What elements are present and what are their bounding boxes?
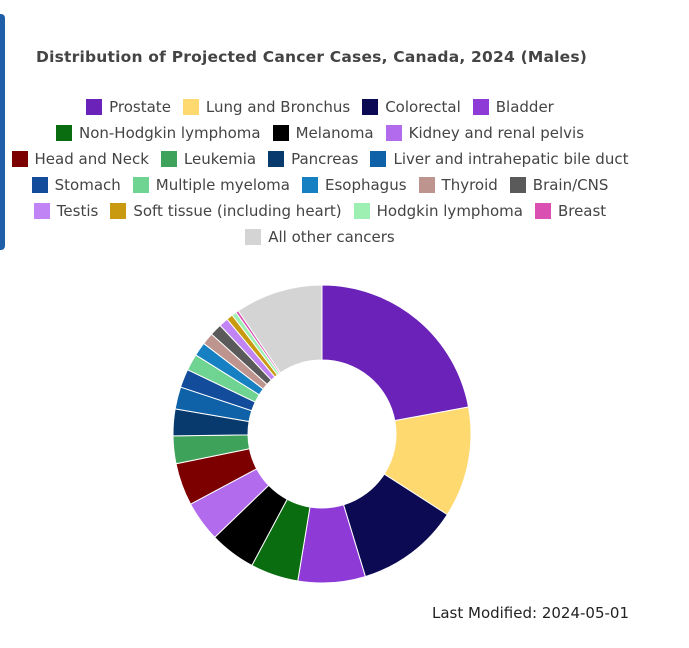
legend-item[interactable]: Leukemia <box>160 150 257 168</box>
legend-row: Testis Soft tissue (including heart) Hodgk… <box>0 198 640 224</box>
legend-item[interactable]: Breast <box>534 202 607 220</box>
legend-item[interactable]: Testis <box>33 202 99 220</box>
legend-label: Multiple myeloma <box>155 176 290 194</box>
legend-item[interactable]: Liver and intrahepatic bile duct <box>370 150 628 168</box>
legend-item[interactable]: Melanoma <box>272 124 374 142</box>
legend-item[interactable]: Head and Neck <box>11 150 149 168</box>
left-accent-bar <box>0 14 5 250</box>
legend-label: Head and Neck <box>34 150 149 168</box>
legend-label: All other cancers <box>268 228 395 246</box>
legend-label: Testis <box>56 202 99 220</box>
legend-item[interactable]: Multiple myeloma <box>132 176 290 194</box>
legend-row: Head and Neck Leukemia Pancreas Liver and i… <box>0 146 640 172</box>
legend-label: Liver and intrahepatic bile duct <box>393 150 629 168</box>
legend-label: Breast <box>557 202 607 220</box>
legend-item[interactable]: Thyroid <box>418 176 498 194</box>
donut-slice[interactable] <box>321 284 470 422</box>
legend-row: Non-Hodgkin lymphoma Melanoma Kidney and r… <box>0 120 640 146</box>
legend-item[interactable]: Colorectal <box>362 98 461 116</box>
legend-label: Soft tissue (including heart) <box>133 202 342 220</box>
legend-item[interactable]: Soft tissue (including heart) <box>110 202 342 220</box>
legend-label: Non-Hodgkin lymphoma <box>78 124 261 142</box>
legend-label: Pancreas <box>291 150 359 168</box>
legend-label: Hodgkin lymphoma <box>376 202 523 220</box>
legend-item[interactable]: Lung and Bronchus <box>182 98 351 116</box>
legend-swatch <box>31 177 48 193</box>
legend-swatch <box>362 99 379 115</box>
legend-swatch <box>385 125 402 141</box>
legend-label: Kidney and renal pelvis <box>408 124 585 142</box>
legend-swatch <box>110 203 127 219</box>
legend-label: Melanoma <box>295 124 374 142</box>
last-modified-text: Last Modified: 2024-05-01 <box>431 604 629 622</box>
donut-chart <box>172 284 472 584</box>
legend-swatch <box>160 151 177 167</box>
legend-swatch <box>534 203 551 219</box>
legend-swatch <box>301 177 318 193</box>
legend-swatch <box>472 99 489 115</box>
legend-swatch <box>272 125 289 141</box>
chart-legend: Prostate Lung and Bronchus Colorectal Bladd… <box>0 94 640 250</box>
donut-slice[interactable] <box>237 284 323 374</box>
legend-label: Thyroid <box>441 176 498 194</box>
legend-item[interactable]: Kidney and renal pelvis <box>385 124 585 142</box>
legend-item[interactable]: All other cancers <box>245 228 395 246</box>
legend-swatch <box>268 151 285 167</box>
legend-item[interactable]: Stomach <box>31 176 121 194</box>
legend-swatch <box>418 177 435 193</box>
legend-swatch <box>353 203 370 219</box>
legend-label: Stomach <box>54 176 121 194</box>
legend-swatch <box>33 203 50 219</box>
legend-row: Prostate Lung and Bronchus Colorectal Bladd… <box>0 94 640 120</box>
legend-swatch <box>245 229 262 245</box>
legend-item[interactable]: Brain/CNS <box>509 176 609 194</box>
legend-item[interactable]: Bladder <box>472 98 554 116</box>
legend-label: Colorectal <box>385 98 461 116</box>
legend-item[interactable]: Prostate <box>86 98 171 116</box>
legend-swatch <box>182 99 199 115</box>
legend-row: Stomach Multiple myeloma Esophagus Thyroid B… <box>0 172 640 198</box>
legend-item[interactable]: Non-Hodgkin lymphoma <box>55 124 261 142</box>
legend-label: Prostate <box>109 98 171 116</box>
legend-label: Leukemia <box>183 150 257 168</box>
legend-swatch <box>132 177 149 193</box>
legend-item[interactable]: Pancreas <box>268 150 358 168</box>
legend-label: Lung and Bronchus <box>205 98 351 116</box>
legend-swatch <box>55 125 72 141</box>
legend-swatch <box>370 151 387 167</box>
legend-label: Brain/CNS <box>532 176 609 194</box>
legend-row: All other cancers <box>0 224 640 250</box>
legend-swatch <box>86 99 103 115</box>
legend-item[interactable]: Esophagus <box>301 176 407 194</box>
legend-label: Bladder <box>495 98 554 116</box>
legend-swatch <box>11 151 28 167</box>
legend-label: Esophagus <box>324 176 407 194</box>
legend-swatch <box>509 177 526 193</box>
chart-title: Distribution of Projected Cancer Cases, … <box>36 48 588 66</box>
legend-item[interactable]: Hodgkin lymphoma <box>353 202 523 220</box>
